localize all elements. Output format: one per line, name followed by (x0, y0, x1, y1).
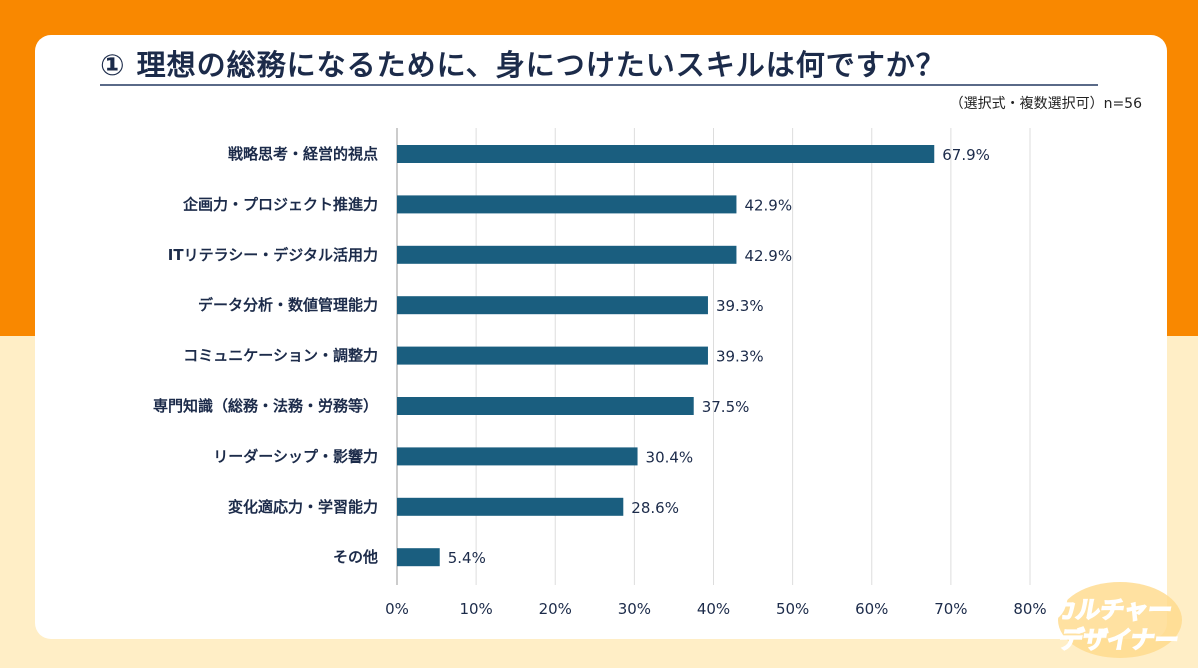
category-label: 専門知識（総務・法務・労務等） (153, 397, 378, 415)
value-label: 37.5% (702, 398, 750, 416)
x-tick-label: 10% (459, 600, 492, 618)
x-tick-label: 70% (934, 600, 967, 618)
x-tick-label: 20% (539, 600, 572, 618)
x-tick-label: 50% (776, 600, 809, 618)
category-label: その他 (333, 548, 378, 566)
value-label: 42.9% (744, 247, 792, 265)
category-label: 変化適応力・学習能力 (228, 498, 378, 516)
x-tick-label: 30% (618, 600, 651, 618)
value-label: 67.9% (942, 146, 990, 164)
x-tick-label: 40% (697, 600, 730, 618)
category-label: データ分析・数値管理能力 (198, 296, 378, 314)
bar (397, 245, 737, 264)
bar (397, 397, 694, 415)
value-label: 42.9% (744, 196, 792, 214)
value-label: 30.4% (646, 448, 694, 466)
x-tick-label: 0% (385, 600, 409, 618)
value-label: 5.4% (448, 549, 486, 567)
bar (397, 195, 737, 214)
bar (397, 145, 935, 163)
category-label: コミュニケーション・調整力 (183, 347, 378, 365)
chart-subtitle: （選択式・複数選択可）n=56 (949, 96, 1142, 112)
svg-text:カルチャー: カルチャー (1050, 596, 1175, 624)
bar (397, 296, 708, 315)
bar (397, 548, 440, 567)
category-label: 企画力・プロジェクト推進力 (182, 195, 378, 213)
value-label: 39.3% (716, 297, 764, 315)
value-label: 39.3% (716, 348, 764, 366)
svg-text:デザイナー: デザイナー (1057, 626, 1181, 654)
bar (397, 346, 708, 365)
logo: カルチャー デザイナー (1049, 582, 1182, 658)
chart-title: ① 理想の総務になるために、身につけたいスキルは何ですか？ (100, 48, 946, 82)
x-tick-label: 80% (1013, 600, 1046, 618)
bar (397, 497, 624, 516)
bar (397, 447, 638, 466)
category-label: ITリテラシー・デジタル活用力 (168, 246, 378, 264)
category-label: リーダーシップ・影響力 (213, 447, 378, 465)
title-underline (100, 84, 1098, 86)
value-label: 28.6% (631, 499, 679, 517)
category-label: 戦略思考・経営的視点 (228, 145, 378, 163)
chart-card (35, 35, 1167, 639)
x-tick-label: 60% (855, 600, 888, 618)
